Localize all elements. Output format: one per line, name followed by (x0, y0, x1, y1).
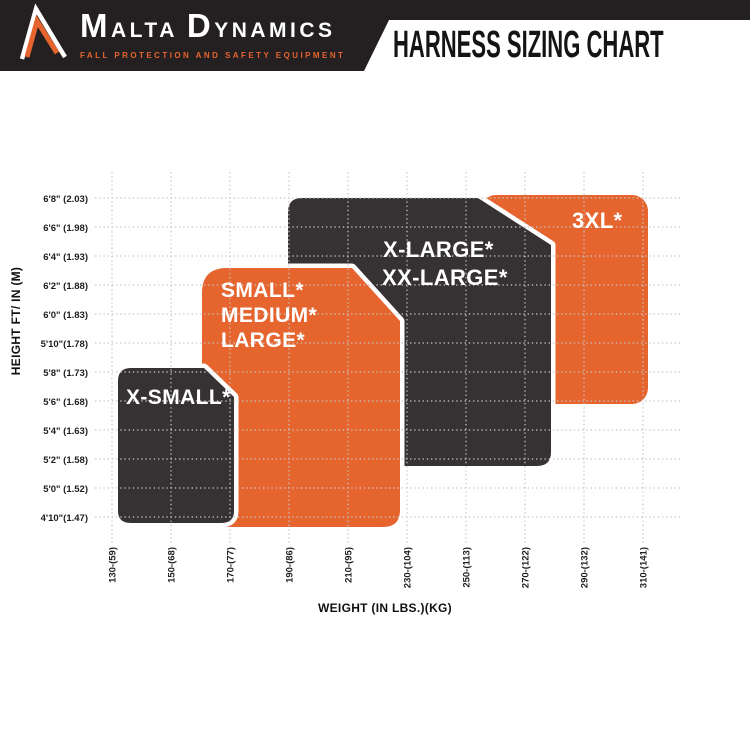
brand-banner (0, 0, 750, 71)
y-tick-label: 6'0" (1.83) (43, 310, 88, 321)
x-axis: WEIGHT (IN LBS.)(KG) 130-(59) 150-(68) 1… (108, 547, 650, 615)
y-tick-label: 6'4" (1.93) (43, 252, 88, 263)
y-axis-title: HEIGHT FT/ IN (M) (9, 267, 23, 375)
zone-x-small (113, 363, 239, 528)
y-tick-label: 5'2" (1.58) (43, 455, 88, 466)
mountain-inner-peak (24, 14, 60, 58)
y-tick-label: 4'10"(1.47) (41, 513, 88, 524)
x-tick-label: 230-(104) (403, 547, 414, 588)
zone-label-x-small: X-SMALL* (126, 386, 231, 409)
y-tick-label: 5'8" (1.73) (43, 368, 88, 379)
brand-name: MALTA DYNAMICS (80, 9, 345, 48)
y-tick-label: 5'4" (1.63) (43, 426, 88, 437)
zone-label-3xl: 3XL* (572, 208, 623, 233)
x-axis-title: WEIGHT (IN LBS.)(KG) (318, 601, 452, 615)
banner-background (0, 0, 750, 71)
y-tick-label: 5'6" (1.68) (43, 397, 88, 408)
zone-label-x-large: X-LARGE* (383, 237, 494, 262)
zone-label-xx-large: XX-LARGE* (382, 265, 508, 290)
x-tick-label: 190-(86) (285, 547, 296, 583)
mountain-logo-icon (19, 3, 67, 60)
x-tick-label: 250-(113) (462, 547, 473, 588)
mountain-outer-peak (19, 3, 67, 60)
x-tick-label: 150-(68) (167, 547, 178, 583)
y-tick-label: 5'10"(1.78) (41, 339, 88, 350)
brand-word2-rest: YNAMICS (214, 19, 336, 42)
x-tick-label: 310-(141) (639, 547, 650, 588)
x-tick-label: 290-(132) (580, 547, 591, 588)
x-tick-label: 210-(95) (344, 547, 355, 583)
brand-text: MALTA DYNAMICS FALL PROTECTION AND SAFETY… (80, 9, 346, 60)
zone-label-large: LARGE* (221, 329, 305, 352)
y-tick-label: 5'0" (1.52) (43, 484, 88, 495)
brand-tagline: FALL PROTECTION AND SAFETY EQUIPMENT (80, 51, 346, 60)
y-tick-label: 6'8" (2.03) (43, 194, 88, 205)
brand-word2-initial: D (186, 7, 215, 44)
zone-label-medium: MEDIUM* (221, 304, 318, 327)
y-axis: HEIGHT FT/ IN (M) 6'8" (2.03) 6'6" (1.98… (9, 194, 88, 524)
x-tick-label: 270-(122) (521, 547, 532, 588)
x-tick-label: 130-(59) (108, 547, 119, 583)
zone-label-small: SMALL* (221, 279, 304, 302)
brand-word1-rest: ALTA (111, 19, 178, 42)
x-tick-label: 170-(77) (226, 547, 237, 583)
size-zones (113, 190, 653, 532)
page-title: HARNESS SIZING CHART (393, 24, 664, 66)
y-tick-label: 6'2" (1.88) (43, 281, 88, 292)
grid (95, 172, 680, 545)
y-tick-label: 6'6" (1.98) (43, 223, 88, 234)
brand-word1-initial: M (80, 7, 111, 44)
zone-labels: 3XL* X-LARGE* XX-LARGE* SMALL* MEDIUM* L… (126, 208, 623, 409)
